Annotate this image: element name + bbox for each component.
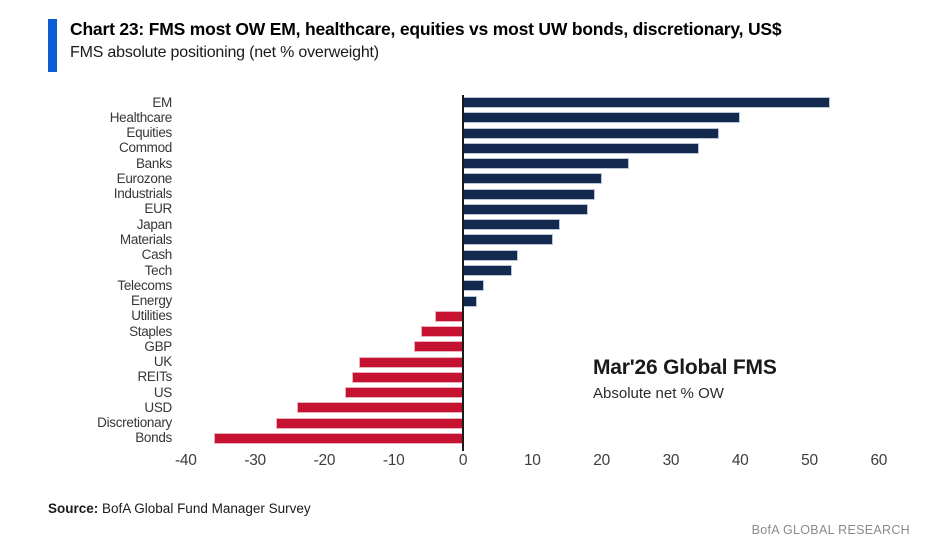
- bar: [463, 173, 602, 185]
- bar: [463, 249, 519, 261]
- bar: [463, 142, 699, 154]
- category-label: USD: [144, 399, 172, 415]
- x-tick-label: 40: [731, 452, 749, 469]
- bar: [463, 234, 554, 246]
- bar-row: Japan: [0, 217, 926, 232]
- category-label: Japan: [136, 216, 173, 232]
- chart-subtitle: FMS absolute positioning (net % overweig…: [70, 44, 379, 62]
- brand-research-label: BofA GLOBAL RESEARCH: [751, 523, 910, 537]
- source-label: Source:: [48, 501, 99, 516]
- category-label: Commod: [119, 140, 172, 156]
- bar: [463, 158, 630, 170]
- bar: [463, 280, 484, 292]
- x-tick-label: 10: [523, 452, 541, 469]
- category-label: Discretionary: [97, 415, 172, 431]
- chart-annotation: Mar'26 Global FMS Absolute net % OW: [593, 356, 777, 402]
- bar: [414, 341, 463, 353]
- bar: [359, 356, 463, 368]
- x-tick-label: -30: [244, 452, 266, 469]
- category-label: EUR: [144, 201, 172, 217]
- title-accent-bar: [48, 19, 57, 72]
- chart-title: Chart 23: FMS most OW EM, healthcare, eq…: [70, 19, 782, 39]
- bar-row: Commod: [0, 140, 926, 156]
- x-axis: -40 -30 -20 -10 0 10 20 30 40 50 60: [0, 452, 926, 476]
- bar: [463, 295, 477, 307]
- bar-row: Bonds: [0, 430, 926, 446]
- bar: [463, 127, 720, 139]
- x-tick-label: -10: [382, 452, 405, 469]
- category-label: Energy: [131, 293, 172, 309]
- x-tick-label: -20: [313, 452, 336, 469]
- category-label: UK: [153, 354, 172, 370]
- bar: [463, 264, 512, 276]
- annotation-measure: Absolute net % OW: [593, 385, 724, 402]
- category-label: Utilities: [131, 308, 172, 324]
- category-label: Tech: [144, 262, 173, 278]
- x-tick-label: 20: [593, 452, 610, 469]
- category-label: Staples: [129, 323, 172, 339]
- bar: [296, 402, 463, 414]
- category-label: GBP: [144, 338, 172, 354]
- bar-row: REITs: [0, 369, 926, 385]
- category-label: Materials: [119, 231, 172, 247]
- category-label: Industrials: [113, 186, 173, 202]
- category-label: Telecoms: [117, 277, 172, 293]
- bar: [213, 432, 463, 444]
- category-label: Healthcare: [109, 109, 173, 125]
- category-label: EM: [152, 94, 172, 110]
- x-tick-label: 30: [662, 452, 680, 469]
- category-label: US: [153, 384, 172, 400]
- category-label: Eurozone: [116, 170, 173, 186]
- bar-row: GBP: [0, 339, 926, 354]
- category-label: Bonds: [135, 430, 172, 446]
- bar: [463, 97, 831, 109]
- category-label: REITs: [137, 369, 172, 385]
- bar: [463, 188, 595, 200]
- annotation-survey-name: Mar'26 Global FMS: [593, 356, 777, 379]
- bar: [435, 310, 463, 322]
- source-text: BofA Global Fund Manager Survey: [98, 501, 311, 516]
- bar-chart-plot-area: EM Healthcare Equities Commod Banks Eurozone I…: [0, 94, 926, 451]
- bar-row: Materials: [0, 232, 926, 247]
- chart-header: Chart 23: FMS most OW EM, healthcare, eq…: [48, 17, 908, 72]
- source-line: Source: BofA Global Fund Manager Survey: [48, 501, 311, 516]
- bar-row: UK: [0, 354, 926, 369]
- zero-axis-line: [462, 95, 464, 451]
- x-tick-label: 0: [458, 452, 468, 469]
- x-tick-label: 60: [870, 452, 888, 469]
- bar: [463, 219, 561, 231]
- bar: [345, 387, 463, 399]
- bar-row: US: [0, 385, 926, 400]
- bar: [463, 112, 741, 124]
- bar: [352, 371, 463, 383]
- bar: [275, 417, 463, 429]
- category-label: Banks: [135, 155, 172, 171]
- category-label: Cash: [141, 247, 173, 263]
- bar: [421, 326, 463, 338]
- category-label: Equities: [126, 125, 172, 141]
- bar-row: Tech: [0, 263, 926, 278]
- x-tick-label: -40: [175, 452, 197, 469]
- title-block: Chart 23: FMS most OW EM, healthcare, eq…: [70, 17, 908, 64]
- x-tick-label: 50: [801, 452, 818, 469]
- bar: [463, 203, 588, 215]
